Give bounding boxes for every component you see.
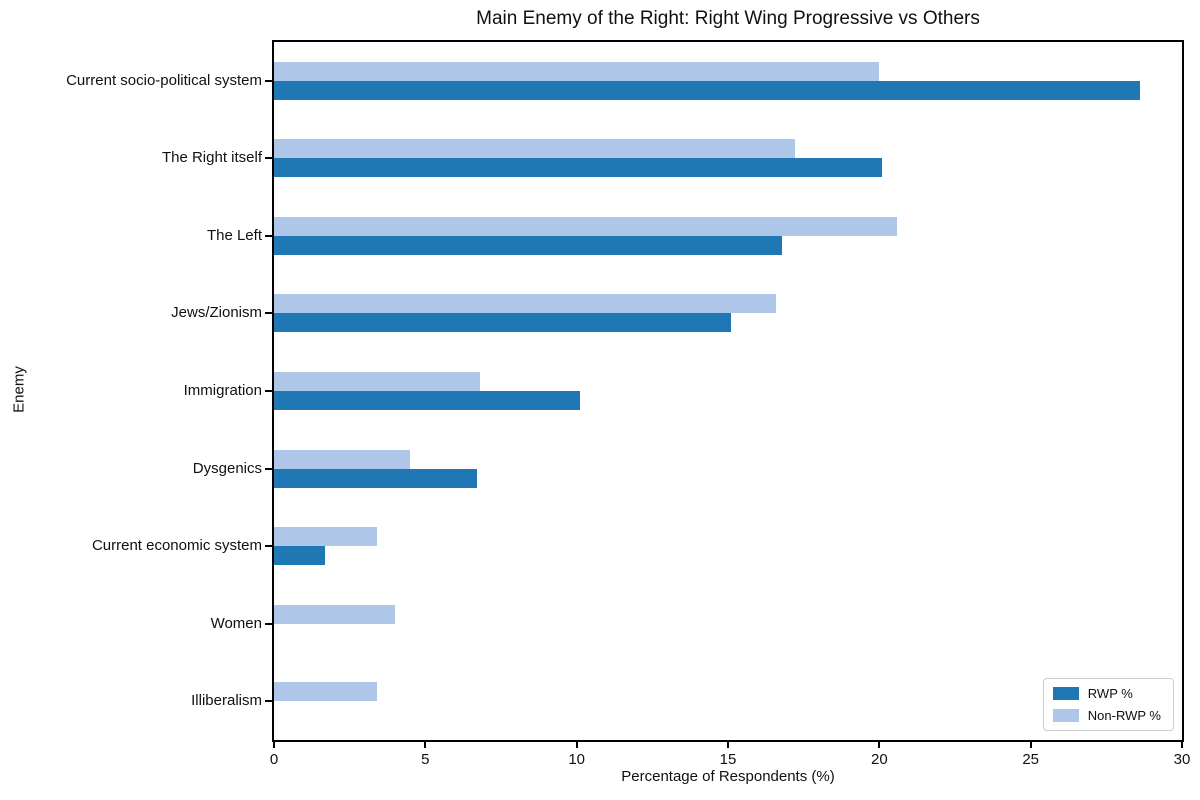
category-label: The Right itself	[161, 149, 262, 167]
bar-non-rwp	[274, 682, 377, 702]
bar-rwp	[274, 468, 477, 488]
bar-non-rwp	[274, 61, 880, 81]
x-tick-mark	[575, 742, 578, 748]
x-tick-mark	[273, 742, 275, 748]
bar-rwp	[274, 391, 580, 410]
x-tick-label: 15	[719, 751, 737, 768]
bar-rwp	[274, 158, 883, 178]
bar-non-rwp	[274, 216, 898, 236]
y-tick-mark	[265, 700, 272, 703]
legend-swatch-non-rwp	[1052, 709, 1079, 722]
plot-area: 0 5 10 15 20 25 30 RWP % Non-RWP %	[270, 40, 1190, 768]
legend-label: Non-RWP %	[1087, 708, 1161, 723]
x-tick-mark	[1181, 742, 1183, 748]
y-tick-mark	[265, 312, 272, 315]
y-tick-mark	[265, 545, 272, 548]
x-axis-label: Percentage of Respondents (%)	[621, 768, 835, 785]
y-tick-mark	[265, 622, 272, 625]
bar-non-rwp	[274, 449, 411, 469]
legend: RWP % Non-RWP %	[1042, 678, 1174, 731]
bar-non-rwp	[274, 139, 795, 159]
category-label: Jews/Zionism	[171, 304, 262, 322]
y-tick-mark	[265, 79, 272, 82]
x-tick-mark	[1029, 742, 1032, 748]
legend-item: RWP %	[1052, 686, 1161, 701]
x-tick-mark	[878, 742, 881, 748]
bar-rwp	[274, 235, 783, 255]
bar-non-rwp	[274, 294, 777, 314]
category-label: Current socio-political system	[66, 71, 262, 89]
legend-item: Non-RWP %	[1052, 708, 1161, 723]
y-tick-mark	[265, 467, 272, 470]
y-tick-mark	[265, 157, 272, 160]
category-label: Illiberalism	[191, 692, 262, 710]
category-label: The Left	[206, 226, 262, 244]
legend-label: RWP %	[1087, 686, 1133, 701]
category-label: Immigration	[183, 382, 262, 399]
legend-swatch-rwp	[1052, 687, 1079, 700]
bar-non-rwp	[274, 372, 480, 391]
x-tick-label: 25	[1022, 751, 1039, 768]
x-tick-label: 30	[1173, 751, 1191, 768]
category-label: Women	[210, 614, 262, 632]
bar-non-rwp	[274, 527, 377, 547]
y-tick-mark	[265, 390, 272, 392]
bar-rwp	[274, 313, 732, 333]
x-tick-label: 5	[421, 751, 430, 768]
x-tick-label: 10	[568, 751, 585, 768]
bar-rwp	[274, 80, 1140, 100]
category-label: Current economic system	[91, 537, 262, 555]
y-tick-mark	[265, 234, 272, 237]
category-label: Dysgenics	[192, 459, 262, 477]
x-tick-mark	[424, 742, 427, 748]
chart-title: Main Enemy of the Right: Right Wing Prog…	[476, 8, 980, 29]
bar-non-rwp	[274, 604, 396, 624]
x-tick-label: 0	[269, 751, 279, 768]
bar-rwp	[274, 546, 326, 566]
x-tick-mark	[727, 742, 729, 748]
x-tick-label: 20	[870, 751, 888, 768]
